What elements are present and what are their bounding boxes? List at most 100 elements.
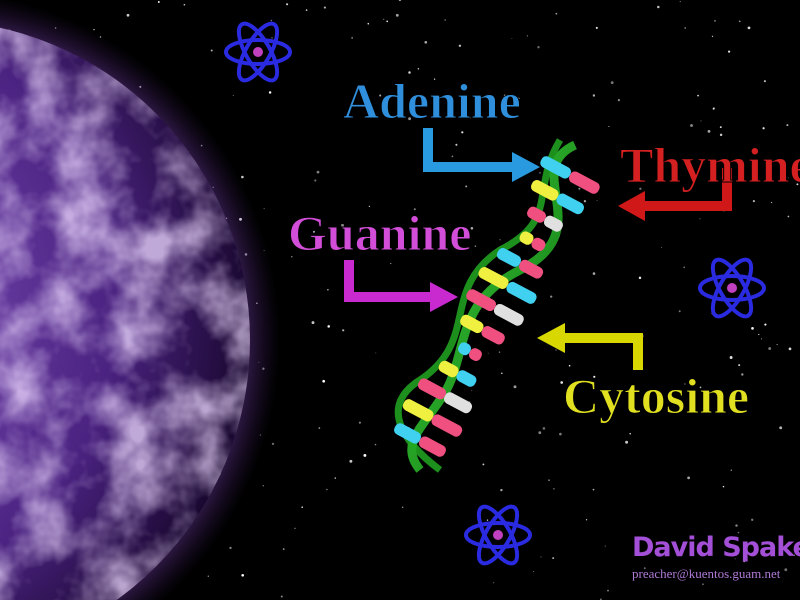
base-segment bbox=[519, 231, 534, 245]
orbit bbox=[476, 504, 520, 566]
star bbox=[583, 200, 587, 203]
star bbox=[684, 383, 686, 385]
star bbox=[560, 381, 564, 384]
star bbox=[312, 230, 316, 233]
star bbox=[625, 440, 629, 444]
star bbox=[282, 548, 285, 550]
base-segment bbox=[496, 248, 522, 267]
star bbox=[617, 98, 621, 102]
base-pair bbox=[460, 314, 505, 345]
base-label: Guanine bbox=[288, 205, 471, 261]
base-segment bbox=[458, 342, 472, 356]
base-pair bbox=[519, 231, 546, 252]
star bbox=[776, 344, 778, 346]
star bbox=[699, 386, 702, 389]
base-pair bbox=[402, 399, 463, 437]
star bbox=[673, 170, 677, 174]
star bbox=[553, 487, 555, 490]
star bbox=[395, 13, 399, 17]
star bbox=[661, 247, 663, 248]
star bbox=[327, 325, 330, 328]
star bbox=[735, 524, 738, 527]
atom bbox=[464, 504, 532, 566]
star bbox=[592, 488, 595, 491]
base-segment bbox=[478, 266, 509, 289]
arrow bbox=[423, 128, 515, 172]
arrowhead bbox=[512, 152, 540, 182]
star bbox=[727, 50, 731, 53]
star bbox=[760, 338, 763, 340]
star bbox=[262, 485, 265, 487]
star bbox=[487, 352, 489, 354]
star bbox=[271, 37, 273, 39]
star bbox=[424, 40, 428, 44]
arrow bbox=[344, 260, 432, 302]
star bbox=[368, 205, 371, 207]
star bbox=[608, 125, 610, 128]
star bbox=[737, 531, 740, 534]
star bbox=[684, 27, 687, 29]
star bbox=[375, 352, 377, 354]
base-segment bbox=[394, 423, 422, 444]
star bbox=[770, 201, 773, 204]
star bbox=[787, 215, 790, 218]
star bbox=[408, 117, 411, 121]
arrow bbox=[642, 168, 732, 211]
star bbox=[398, 0, 402, 2]
star bbox=[451, 155, 454, 158]
star bbox=[539, 172, 541, 174]
star bbox=[500, 488, 503, 492]
star bbox=[714, 20, 716, 22]
star bbox=[517, 97, 520, 100]
star bbox=[568, 364, 571, 367]
star bbox=[482, 463, 485, 466]
star bbox=[271, 442, 275, 446]
star bbox=[290, 255, 293, 258]
arrowhead bbox=[430, 282, 458, 312]
star bbox=[595, 26, 598, 29]
base-segment bbox=[466, 289, 497, 312]
star bbox=[764, 323, 767, 326]
star bbox=[413, 208, 416, 211]
star bbox=[408, 71, 411, 74]
star bbox=[687, 476, 690, 480]
base-pair bbox=[417, 378, 473, 414]
base-label: Thymine bbox=[620, 137, 800, 193]
star bbox=[270, 19, 272, 22]
star bbox=[786, 124, 789, 127]
star bbox=[334, 477, 336, 479]
star bbox=[537, 46, 540, 49]
star bbox=[700, 120, 702, 122]
star bbox=[690, 124, 693, 127]
base-segment bbox=[438, 360, 459, 378]
star bbox=[461, 131, 464, 134]
star bbox=[596, 200, 598, 202]
atom bbox=[698, 257, 766, 319]
orbit bbox=[464, 521, 532, 549]
star bbox=[738, 364, 741, 367]
star bbox=[316, 170, 320, 174]
star bbox=[351, 37, 353, 39]
base-segment bbox=[456, 370, 477, 387]
star bbox=[458, 44, 462, 47]
base-segment bbox=[402, 399, 434, 422]
star bbox=[526, 35, 528, 37]
star bbox=[241, 573, 245, 577]
star bbox=[638, 276, 642, 280]
arrowhead bbox=[618, 191, 645, 221]
base-label: Cytosine bbox=[563, 368, 749, 424]
nucleus bbox=[727, 283, 737, 293]
star bbox=[762, 127, 765, 130]
orbit bbox=[476, 504, 520, 566]
star bbox=[643, 567, 646, 570]
star bbox=[326, 488, 328, 491]
star bbox=[604, 545, 606, 547]
star bbox=[280, 595, 283, 598]
star bbox=[578, 187, 581, 190]
star bbox=[323, 6, 326, 9]
star bbox=[268, 91, 272, 94]
base-segment bbox=[568, 171, 600, 194]
star bbox=[729, 356, 733, 359]
star bbox=[722, 485, 725, 488]
